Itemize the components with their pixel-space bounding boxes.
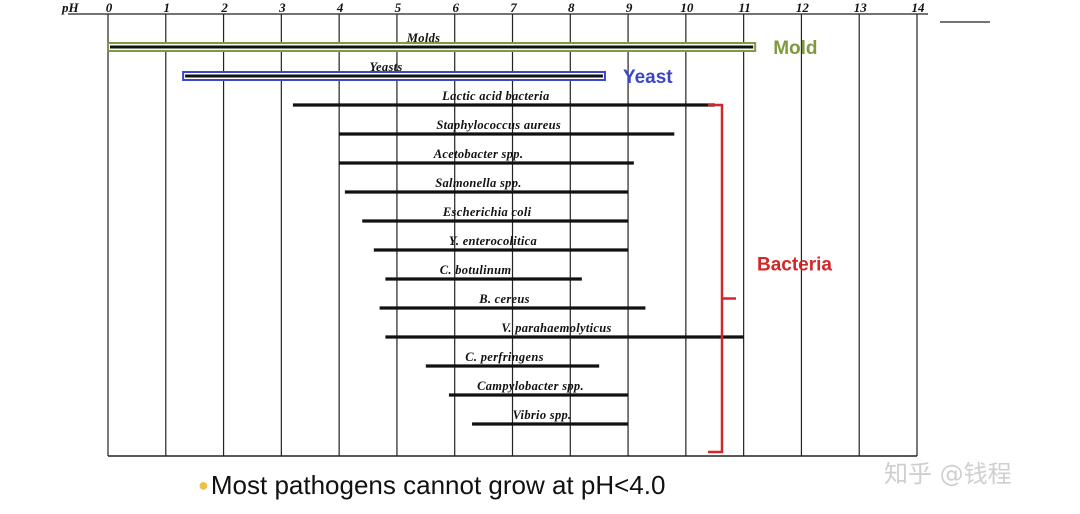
range-label-b-cereus: B. cereus [478, 292, 530, 306]
group-label-yeast: Yeast [623, 67, 673, 88]
range-label-c-perfringens: C. perfringens [465, 350, 544, 364]
watermark: 知乎 @钱程 [884, 460, 1012, 488]
group-label-mold: Mold [773, 38, 817, 59]
range-label-y-enterocolitica: Y. enterocolitica [449, 234, 537, 248]
range-label-v-parahaemolyticus: V. parahaemolyticus [501, 321, 611, 335]
tick-label-ph-13: 13 [854, 0, 868, 15]
tick-label-ph-6: 6 [452, 0, 459, 15]
tick-label-ph-9: 9 [626, 0, 633, 15]
range-label-lactic-acid-bacteria: Lactic acid bacteria [441, 89, 549, 103]
range-label-c-botulinum: C. botulinum [440, 263, 512, 277]
range-label-salmonella-spp: Salmonella spp. [435, 176, 521, 190]
bullet-icon: ● [198, 475, 209, 495]
range-label-escherichia-coli: Escherichia coli [442, 205, 532, 219]
range-label-campylobacter-spp: Campylobacter spp. [477, 379, 584, 393]
range-label-vibrio-spp: Vibrio spp. [513, 408, 572, 422]
bacteria-bracket [708, 103, 736, 454]
range-label-yeasts: Yeasts [370, 60, 403, 74]
footnote: ●Most pathogens cannot grow at pH<4.0 [198, 470, 665, 501]
ph-range-chart: 0 1 2 3 4 5 6 7 8 9 10 11 12 13 14pHMoldsYeastsLactic … [61, 0, 990, 457]
range-label-staphylococcus-aureus: Staphylococcus aureus [436, 118, 561, 132]
tick-label-ph-2: 2 [220, 0, 228, 15]
group-label-bacteria: Bacteria [757, 255, 832, 276]
tick-label-ph-10: 10 [680, 0, 694, 15]
tick-label-ph-12: 12 [796, 0, 810, 15]
tick-label-ph-3: 3 [278, 0, 286, 15]
range-label-molds: Molds [406, 31, 440, 45]
tick-label-ph-5: 5 [395, 0, 402, 15]
tick-label-ph-8: 8 [568, 0, 575, 15]
footnote-text: Most pathogens cannot grow at pH<4.0 [210, 470, 666, 500]
tick-label-ph-7: 7 [510, 0, 517, 15]
tick-label-ph-14: 14 [912, 0, 926, 15]
tick-label-ph-0: 0 [106, 0, 113, 15]
axis-name: pH [61, 0, 80, 15]
tick-label-ph-1: 1 [164, 0, 171, 15]
tick-label-ph-4: 4 [336, 0, 344, 15]
range-label-acetobacter-spp: Acetobacter spp. [433, 147, 524, 161]
tick-label-ph-11: 11 [738, 0, 750, 15]
